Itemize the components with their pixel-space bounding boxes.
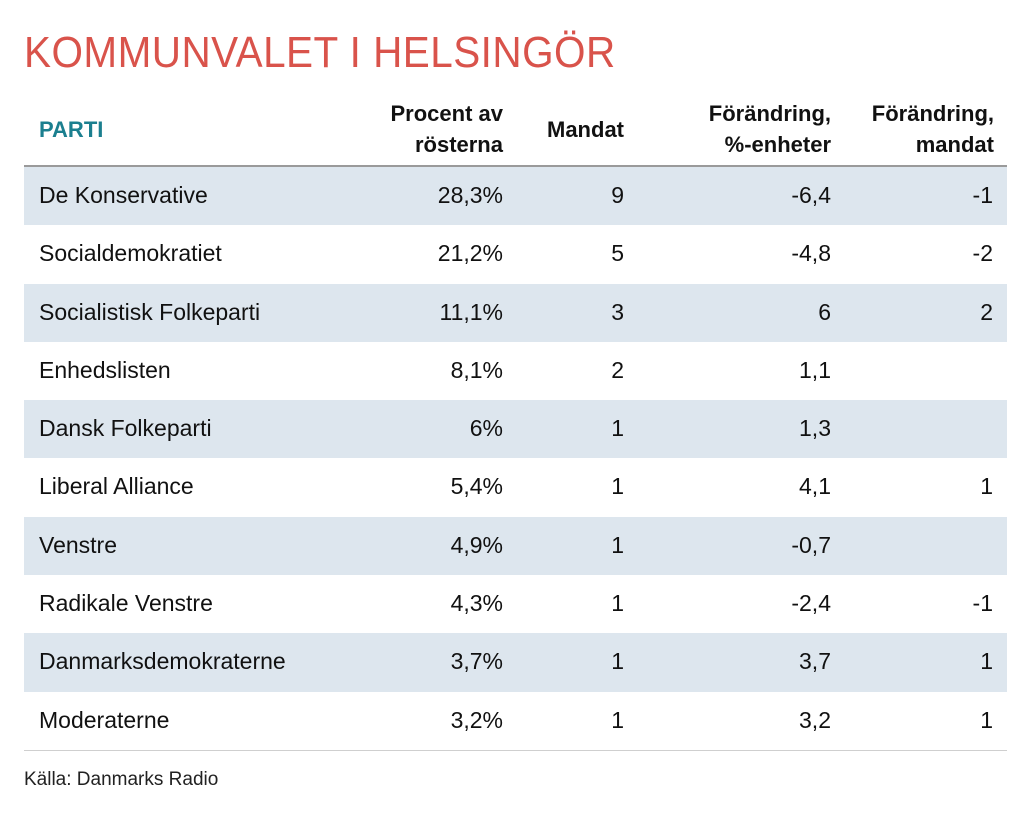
change-percent-points: 1,1 <box>799 356 831 383</box>
table-row: Enhedslisten 8,1% 2 1,1 <box>24 342 1007 400</box>
change-percent-points: -2,4 <box>791 590 831 617</box>
party-name: Socialistisk Folkeparti <box>39 298 261 325</box>
vote-percent: 11,1% <box>439 298 503 325</box>
mandates: 5 <box>611 240 624 267</box>
table-body: De Konservative 28,3% 9 -6,4 -1 Socialdemokra… <box>24 167 1007 750</box>
vote-percent: 3,2% <box>450 706 503 733</box>
mandates: 2 <box>611 356 624 383</box>
vote-percent: 4,9% <box>450 531 503 558</box>
table-row: Radikale Venstre 4,3% 1 -2,4 -1 <box>24 575 1007 633</box>
mandates: 1 <box>611 706 624 733</box>
vote-percent: 5,4% <box>450 473 503 500</box>
header-parti: PARTI <box>39 117 104 142</box>
header-percent: Procent av rösterna <box>390 101 504 157</box>
change-percent-points: -6,4 <box>791 182 831 208</box>
table-row: Socialdemokratiet 21,2% 5 -4,8 -2 <box>24 225 1007 283</box>
change-percent-points: 1,3 <box>799 415 831 442</box>
vote-percent: 3,7% <box>450 648 503 675</box>
change-mandates: 2 <box>980 298 993 325</box>
mandates: 3 <box>611 298 624 325</box>
mandates: 1 <box>611 590 624 617</box>
source-note: Källa: Danmarks Radio <box>24 769 219 790</box>
change-percent-points: -4,8 <box>791 240 831 267</box>
party-name: Moderaterne <box>39 706 170 733</box>
table-row: Liberal Alliance 5,4% 1 4,1 1 <box>24 458 1007 516</box>
change-mandates: -2 <box>972 240 993 267</box>
party-name: Dansk Folkeparti <box>39 415 212 442</box>
change-percent-points: -0,7 <box>791 531 831 558</box>
table-bottom-rule <box>24 749 1007 751</box>
mandates: 1 <box>611 531 624 558</box>
party-name: De Konservative <box>39 182 208 208</box>
table-row: Socialistisk Folkeparti 11,1% 3 6 2 <box>24 283 1007 342</box>
table-row: Dansk Folkeparti 6% 1 1,3 <box>24 400 1007 459</box>
party-name: Radikale Venstre <box>39 590 213 617</box>
mandates: 9 <box>611 182 624 208</box>
table-row: Danmarksdemokraterne 3,7% 1 3,7 1 <box>24 633 1007 692</box>
vote-percent: 28,3% <box>437 182 503 208</box>
change-mandates: -1 <box>972 590 993 617</box>
header-change-mandat: Förändring, mandat <box>871 101 994 157</box>
change-percent-points: 3,7 <box>799 648 831 675</box>
header-change-percent: Förändring, %-enheter <box>708 101 831 157</box>
header-mandat: Mandat <box>547 117 624 142</box>
table-row: De Konservative 28,3% 9 -6,4 -1 <box>24 167 1007 226</box>
vote-percent: 4,3% <box>450 590 503 617</box>
vote-percent: 6% <box>469 415 503 442</box>
chart-title: KOMMUNVALET I HELSINGÖR <box>24 28 616 77</box>
vote-percent: 21,2% <box>437 240 503 267</box>
change-mandates: 1 <box>980 648 993 675</box>
vote-percent: 8,1% <box>450 356 503 383</box>
table-header: PARTI Procent av rösterna Mandat Förändr… <box>24 95 1007 167</box>
results-table: PARTI Procent av rösterna Mandat Förändr… <box>24 95 1007 751</box>
change-mandates: 1 <box>980 706 993 733</box>
party-name: Liberal Alliance <box>39 473 194 500</box>
change-percent-points: 6 <box>818 298 831 325</box>
change-mandates: 1 <box>980 473 993 500</box>
party-name: Enhedslisten <box>39 356 171 383</box>
party-name: Socialdemokratiet <box>39 240 222 267</box>
party-name: Danmarksdemokraterne <box>39 648 286 675</box>
mandates: 1 <box>611 648 624 675</box>
mandates: 1 <box>611 415 624 442</box>
party-name: Venstre <box>39 531 117 558</box>
table-row: Moderaterne 3,2% 1 3,2 1 <box>24 692 1007 750</box>
change-percent-points: 4,1 <box>799 473 831 500</box>
change-mandates: -1 <box>972 182 993 208</box>
mandates: 1 <box>611 473 624 500</box>
table-row: Venstre 4,9% 1 -0,7 <box>24 516 1007 576</box>
change-percent-points: 3,2 <box>799 706 831 733</box>
